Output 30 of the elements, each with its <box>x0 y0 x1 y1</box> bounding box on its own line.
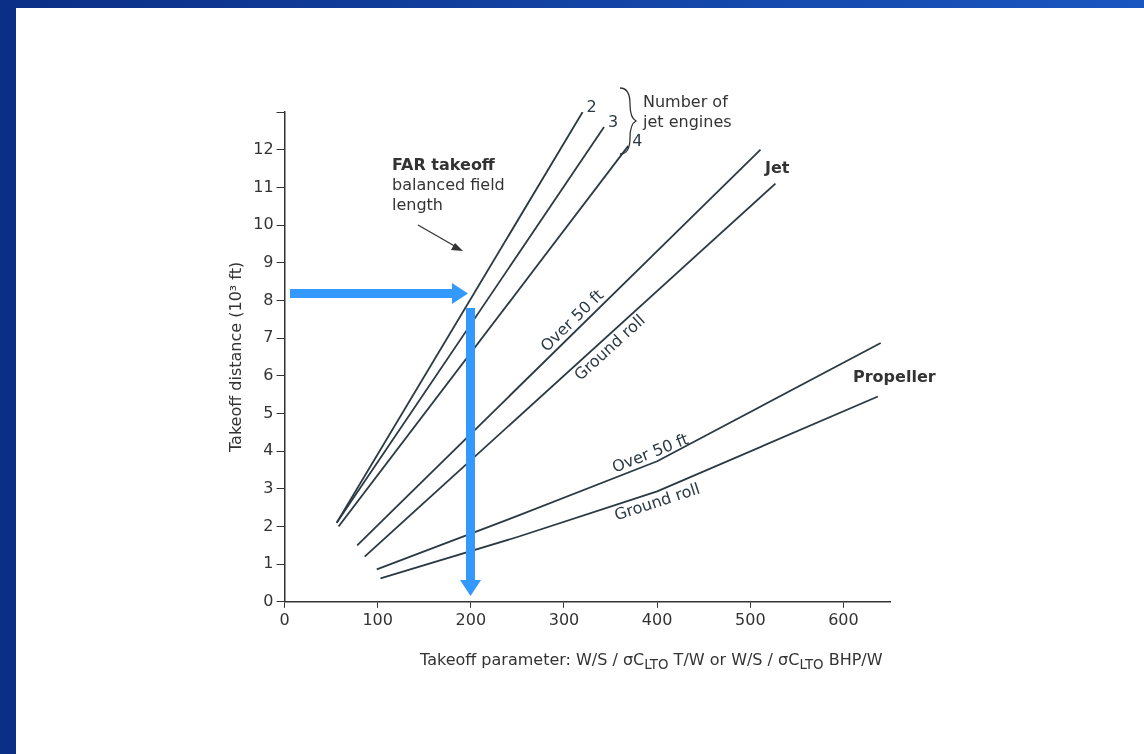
annotation: FAR takeoff balanced field length <box>392 155 505 215</box>
x-tick-label: 600 <box>828 609 859 629</box>
y-tick-label: 6 <box>263 364 274 384</box>
annotation: Number of jet engines <box>643 92 732 132</box>
y-tick-label: 1 <box>263 553 274 573</box>
x-tick-label: 100 <box>362 609 393 629</box>
annotation: Propeller <box>853 367 936 387</box>
y-tick-label: 5 <box>263 402 274 422</box>
y-tick-label: 7 <box>263 327 274 347</box>
x-tick-label: 500 <box>735 609 766 629</box>
x-tick-label: 400 <box>641 609 673 629</box>
x-tick-label: 0 <box>279 609 290 629</box>
y-tick-label: 11 <box>253 176 274 196</box>
y-tick-label: 10 <box>253 214 274 234</box>
y-tick-label: 3 <box>263 477 274 497</box>
series-label: 4 <box>632 131 643 151</box>
y-tick-label: 9 <box>263 251 274 271</box>
y-tick-label: 12 <box>253 138 274 158</box>
text: Over 50 ft <box>609 429 692 477</box>
x-tick-label: 200 <box>455 609 487 629</box>
series-label: 3 <box>608 112 619 132</box>
x-tick-label: 300 <box>548 609 580 629</box>
y-tick-label: 0 <box>263 590 274 610</box>
x-axis-title: Takeoff parameter: W/S / σC$_{LTO}$ T/W or W/S / σC$_{LTO}$ BHP/W <box>420 650 883 673</box>
y-tick-label: 2 <box>263 515 274 535</box>
y-tick-label: 8 <box>263 289 274 309</box>
y-tick-label: 4 <box>263 440 274 460</box>
series-label: 2 <box>586 97 597 117</box>
y-axis-title: Takeoff distance (10³ ft) <box>225 261 245 454</box>
annotation: Jet <box>765 158 790 178</box>
